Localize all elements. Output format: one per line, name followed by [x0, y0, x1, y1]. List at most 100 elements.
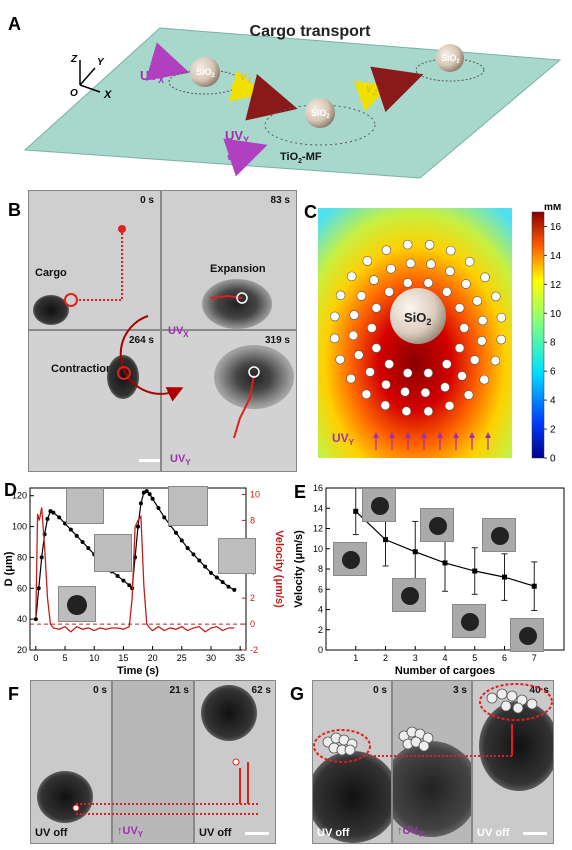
inset-e-3 — [482, 518, 516, 552]
micromotor-particle — [381, 245, 392, 255]
time-label-b-1: 83 s — [270, 195, 290, 206]
diameter-point — [51, 510, 56, 515]
micromotor-particle — [423, 406, 434, 417]
micromotor-particle — [400, 387, 410, 397]
micromotor-particle — [459, 323, 469, 333]
micromotor-particle — [477, 336, 487, 346]
diameter-point — [214, 575, 219, 580]
diameter-point — [39, 555, 44, 560]
data-point — [502, 574, 507, 580]
diameter-point — [197, 558, 202, 563]
coordinate-axes — [79, 60, 101, 93]
uvy-label-f: ↑UVY — [117, 824, 144, 839]
time-label-b-0: 0 s — [140, 195, 154, 206]
micromotor-particle — [353, 350, 364, 360]
time-label-b-3: 319 s — [264, 335, 290, 346]
micromotor-particle — [454, 303, 465, 313]
diameter-point — [57, 515, 62, 520]
axis-z-label: Z — [70, 54, 78, 65]
svg-text:TiO2-MF: TiO2-MF — [280, 151, 322, 165]
micromotor-particle — [461, 279, 471, 289]
y-tick-label-right: 2 — [250, 593, 255, 603]
diameter-point — [232, 587, 237, 592]
x-tick-label: 1 — [353, 653, 358, 663]
target-point — [118, 225, 126, 233]
inset-e-2 — [420, 508, 454, 542]
diameter-point — [150, 496, 155, 501]
diameter-point — [173, 530, 178, 535]
diameter-point — [115, 573, 120, 578]
cargo-sphere — [512, 702, 524, 714]
uv-off-label-g-2: UV off — [477, 827, 510, 839]
y-axis-label-left: D (μm) — [3, 551, 15, 586]
micromotor-particle — [405, 258, 416, 269]
uv-arrow-head — [469, 432, 475, 438]
y-tick-label-right: 0 — [250, 619, 255, 629]
colorbar-unit: mM — [544, 204, 561, 213]
inset-e-4 — [333, 542, 367, 576]
colorbar-tick-label: 10 — [550, 309, 562, 320]
micromotor-particle — [330, 311, 340, 322]
x-axis-label: Time (s) — [117, 665, 159, 677]
micromotor-particle — [469, 355, 480, 365]
y-tick-label-left: 60 — [17, 583, 27, 593]
x-tick-label: 30 — [206, 653, 216, 663]
chart-d: 0510152025303520406080100120-20246810Tim… — [3, 487, 285, 677]
y-tick-label-right: 8 — [250, 515, 255, 525]
micromotor-particle — [346, 271, 357, 282]
svg-text:SiO2: SiO2 — [311, 108, 331, 120]
cargo-319s — [248, 366, 260, 378]
cargo-sphere — [496, 688, 508, 700]
uvx-label: UV — [140, 68, 158, 83]
cargo-marker — [64, 293, 78, 307]
y-tick-label-left: 100 — [12, 522, 27, 532]
micrograph-f-62s: 62 s UV off — [194, 680, 276, 844]
micrograph-b-319s: 319 s UVY — [161, 330, 297, 472]
data-point — [472, 568, 478, 574]
y-axis-label-right: Velocity (μm/s) — [273, 530, 285, 608]
diameter-point — [144, 489, 149, 494]
micrograph-f-0s: 0 s UV off — [30, 680, 112, 844]
plot-frame — [29, 487, 247, 651]
uvx-arrow — [145, 42, 190, 81]
uv-arrow-head — [453, 432, 459, 438]
micromotor-particle — [472, 296, 483, 306]
uv-arrows — [373, 432, 491, 450]
axis-o-label: O — [70, 88, 78, 99]
x-tick-label: 25 — [177, 653, 187, 663]
micromotor-particle — [365, 367, 375, 377]
uvy-label-c: UVY — [332, 431, 355, 447]
uvy-label-b: UVY — [170, 453, 191, 468]
x-tick-label: 5 — [472, 653, 477, 663]
y-axis-label: Velocity (μm/s) — [293, 530, 305, 608]
micromotor-particle — [479, 374, 490, 385]
y-tick-label-right: 10 — [250, 489, 260, 499]
diameter-point — [68, 527, 73, 532]
micromotor-particle — [445, 266, 455, 277]
uv-off-label-g-1: UV off — [317, 827, 350, 839]
y-tick-label-left: 20 — [17, 645, 27, 655]
micromotor-particle — [442, 359, 452, 369]
y-tick-label: 10 — [313, 544, 323, 554]
panel-f-guides — [72, 758, 258, 815]
panel-c-concentration-map: SiO2 UVY mM 16 14 12 10 8 6 4 2 0 — [318, 204, 562, 465]
micromotor-particle — [442, 287, 452, 297]
panel-a-schematic: Cargo transport Z Y X O UVX SiO2 v1 SiO2… — [23, 23, 562, 179]
colorbar-tick-label: 6 — [550, 367, 556, 378]
micromotor-particle — [401, 406, 412, 416]
micromotor-particle — [362, 256, 373, 266]
x-tick-label: 15 — [118, 653, 128, 663]
data-point — [412, 549, 418, 555]
diameter-point — [226, 584, 231, 589]
diameter-point — [203, 564, 208, 569]
panel-g-guides — [313, 683, 553, 763]
data-point — [353, 508, 359, 514]
micromotor-particle — [384, 359, 394, 369]
micromotor-particle — [464, 256, 475, 267]
time-label-f-0: 0 s — [93, 685, 107, 696]
x-tick-label: 20 — [148, 653, 158, 663]
colorbar-tick-label: 12 — [550, 280, 562, 291]
sio2-label-c: SiO2 — [404, 310, 431, 327]
diameter-point — [127, 583, 132, 588]
x-tick-label: 10 — [89, 653, 99, 663]
